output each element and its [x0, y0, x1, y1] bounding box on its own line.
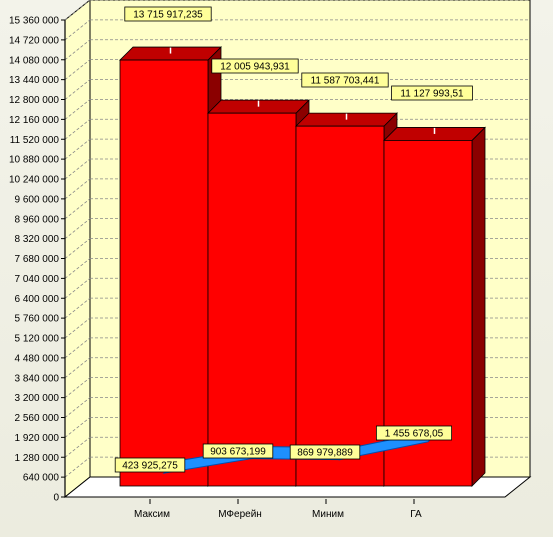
gridline-side [64, 198, 91, 220]
y-tick-label: 11 520 000 [10, 135, 60, 146]
line-data-label: 1 455 678,05 [385, 429, 444, 440]
gridline-side [64, 277, 91, 299]
gridline-side [64, 158, 91, 180]
y-tick-label: 640 000 [23, 473, 60, 484]
y-tick-label: 7 680 000 [15, 254, 60, 265]
y-tick-label: 3 840 000 [15, 373, 60, 384]
y-tick-label: 13 440 000 [9, 75, 59, 86]
x-category-label: ГА [410, 509, 422, 520]
bar-data-label-box [211, 58, 299, 74]
y-tick-label: 14 080 000 [9, 55, 59, 66]
bar-data-label: 11 587 703,441 [311, 76, 380, 87]
gridline-side [64, 138, 91, 160]
line-data-label-box [289, 444, 361, 460]
line-data-label-box [375, 425, 452, 441]
y-tick-label: 10 880 000 [9, 155, 59, 166]
y-tick-label: 12 160 000 [9, 115, 59, 126]
y-tick-label: 7 040 000 [15, 274, 60, 285]
gridline-side [64, 258, 91, 279]
gridline-side [64, 377, 91, 398]
y-tick-label: 1 280 000 [15, 453, 60, 464]
y-tick-label: 14 720 000 [9, 35, 59, 46]
gridline-side [64, 397, 91, 418]
y-tick-label: 4 480 000 [15, 353, 60, 364]
gridline-side [64, 337, 91, 359]
line-data-label-box [114, 457, 186, 473]
gridline-side [64, 59, 91, 80]
gridline-side [64, 178, 91, 200]
y-tick-label: 6 400 000 [15, 294, 60, 305]
x-category-label: Миним [312, 509, 344, 520]
line-data-label: 869 979,889 [297, 448, 353, 459]
bar-side [471, 126, 486, 487]
gridline-side [64, 238, 91, 259]
y-tick-label: 8 960 000 [15, 214, 60, 225]
bar-data-label-box [391, 85, 473, 101]
gridline-side [64, 19, 91, 41]
line-data-label: 423 925,275 [122, 461, 178, 472]
gridline-side [64, 118, 91, 140]
y-tick-label: 5 120 000 [15, 334, 60, 345]
y-tick-label: 0 [53, 493, 59, 504]
y-tick-label: 10 240 000 [9, 175, 59, 186]
x-category-label: Максим [134, 509, 170, 520]
gridline-side [64, 436, 91, 458]
y-tick-label: 9 600 000 [15, 194, 60, 205]
gridline-side [64, 297, 91, 319]
y-tick-label: 5 760 000 [15, 314, 60, 325]
gridline-side [64, 317, 91, 339]
bar [119, 59, 209, 487]
line-data-label: 903 673,199 [210, 447, 266, 458]
gridline-side [64, 39, 91, 61]
bar-data-label: 13 715 917,235 [133, 10, 203, 21]
bar [207, 112, 297, 487]
y-tick-label: 15 360 000 [9, 16, 59, 27]
gridline-side [64, 79, 91, 100]
y-tick-label: 1 920 000 [15, 433, 60, 444]
gridline-side [64, 218, 91, 239]
y-tick-label: 8 320 000 [15, 234, 60, 245]
gridline-side [64, 417, 91, 438]
y-tick-label: 2 560 000 [15, 413, 60, 424]
bar-data-label-box [124, 6, 212, 22]
gridline-side [64, 0, 91, 21]
y-tick-label: 3 200 000 [15, 393, 60, 404]
bar-data-label-box [301, 72, 389, 88]
bar-data-label: 11 127 993,51 [400, 89, 464, 100]
gridline-side [64, 99, 91, 120]
y-tick-label: 12 800 000 [9, 95, 59, 106]
bar-data-label: 12 005 943,931 [220, 62, 290, 73]
gridline-side [64, 456, 91, 478]
bar [295, 125, 385, 487]
line-data-label-box [202, 443, 274, 459]
x-category-label: МФерейн [218, 509, 262, 520]
gridline-side [64, 357, 91, 379]
